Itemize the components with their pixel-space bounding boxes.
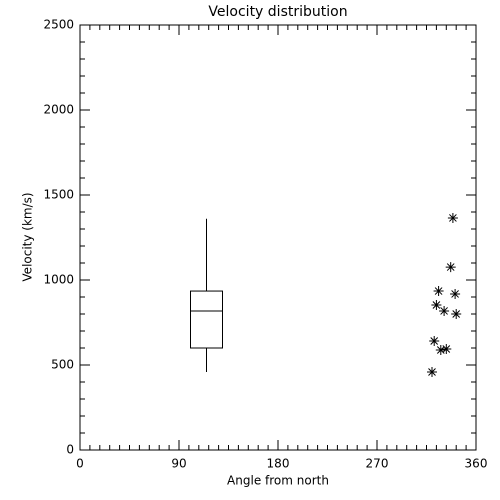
chart-title: Velocity distribution: [208, 4, 347, 20]
y-tick-label: 500: [51, 358, 74, 372]
asterisk-point: [429, 336, 440, 347]
asterisk-point: [435, 345, 446, 356]
y-tick-label: 1000: [43, 273, 74, 287]
y-tick-label: 2000: [43, 103, 74, 117]
y-tick-label: 0: [66, 443, 74, 457]
x-tick-label: 90: [171, 457, 186, 471]
asterisk-point: [433, 286, 444, 297]
asterisk-point: [427, 366, 437, 377]
y-axis-label: Velocity (km/s): [21, 192, 35, 281]
asterisk-point: [447, 212, 458, 223]
box: [190, 290, 223, 349]
x-axis-label: Angle from north: [227, 474, 329, 488]
y-tick-label: 1500: [43, 188, 74, 202]
asterisk-point: [450, 288, 461, 299]
x-tick-label: 0: [76, 457, 84, 471]
asterisk-point: [451, 309, 462, 319]
x-tick-label: 180: [267, 457, 290, 471]
x-tick-label: 360: [465, 457, 488, 471]
y-tick-label: 2500: [43, 18, 74, 32]
asterisk-point: [439, 305, 450, 316]
asterisk-point: [441, 344, 452, 355]
asterisk-point: [431, 299, 442, 310]
x-tick-label: 270: [366, 457, 389, 471]
asterisk-point: [445, 262, 456, 273]
